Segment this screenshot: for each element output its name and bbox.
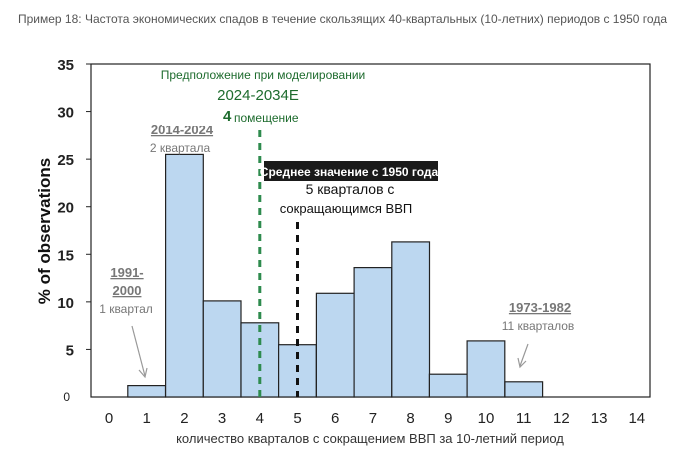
mean-title-box [264, 161, 438, 181]
annotation-1991-line2: 2000 [113, 283, 142, 298]
x-tick-label: 9 [444, 410, 452, 427]
bar-6 [315, 292, 355, 398]
mean-line1: 5 кварталов с [306, 181, 395, 197]
x-tick-label: 10 [478, 410, 495, 427]
y-ticks-group: 0 5 10 15 20 25 30 35 [57, 57, 91, 404]
annotation-2014-sub: 2 квартала [150, 141, 211, 155]
bar-10 [466, 340, 506, 398]
y-axis-title: % of observations [35, 158, 54, 304]
x-tick-label: 8 [406, 410, 414, 427]
assumption-period: 2024-2034E [217, 87, 299, 104]
x-tick-label: 13 [591, 410, 608, 427]
annotation-1991-sub: 1 квартал [99, 302, 153, 316]
bar-2 [165, 153, 204, 398]
annotation-1973-arrow [519, 343, 529, 367]
annotation-1973-sub: 11 кварталов [502, 319, 575, 333]
mean-line2: сокращающимся ВВП [280, 201, 412, 216]
x-tick-label: 1 [143, 410, 151, 427]
bar-8 [391, 241, 431, 398]
assumption-title: Предположение при моделировании [161, 68, 365, 82]
bar-11 [504, 381, 544, 398]
x-tick-label: 11 [516, 410, 532, 427]
bar-9 [428, 373, 468, 398]
x-tick-label: 3 [218, 410, 226, 427]
y-tick-label: 25 [57, 152, 74, 169]
annotation-1991-line1: 1991- [110, 265, 143, 280]
annotation-1991-arrowhead [138, 367, 148, 379]
assumption-word: помещение [234, 111, 299, 125]
chart-caption: Пример 18: Частота экономических спадов … [18, 12, 668, 26]
y-tick-label: 10 [57, 295, 74, 312]
x-tick-label: 2 [180, 410, 188, 427]
y-tick-label: 15 [57, 247, 74, 264]
y-tick-label: 5 [66, 342, 74, 359]
x-tick-label: 14 [628, 410, 645, 427]
annotation-1973-arrowhead [517, 357, 527, 369]
x-tick-label: 5 [293, 410, 301, 427]
bar-4 [240, 322, 280, 398]
y-tick-label: 0 [63, 390, 70, 404]
bars-group [127, 153, 544, 398]
y-tick-label: 20 [57, 200, 74, 217]
x-tick-label: 7 [369, 410, 377, 427]
bar-3 [202, 300, 242, 398]
x-axis-title: количество кварталов с сокращением ВВП з… [176, 431, 564, 446]
y-tick-label: 35 [57, 57, 74, 74]
annotation-1973-title: 1973-1982 [509, 300, 571, 315]
mean-title: Среднее значение с 1950 года: [260, 165, 442, 179]
bar-7 [353, 267, 393, 398]
bar-1 [127, 385, 167, 398]
x-tick-label: 12 [553, 410, 570, 427]
assumption-number: 4 [223, 108, 232, 125]
annotation-1991-arrow [131, 325, 146, 377]
x-ticks-group: 0 1 2 3 4 5 6 7 8 9 10 11 12 13 14 [105, 410, 645, 427]
x-tick-label: 0 [105, 410, 113, 427]
y-tick-label: 30 [57, 105, 74, 122]
x-tick-label: 6 [331, 410, 339, 427]
x-tick-label: 4 [256, 410, 264, 427]
assumption-box [162, 66, 362, 126]
